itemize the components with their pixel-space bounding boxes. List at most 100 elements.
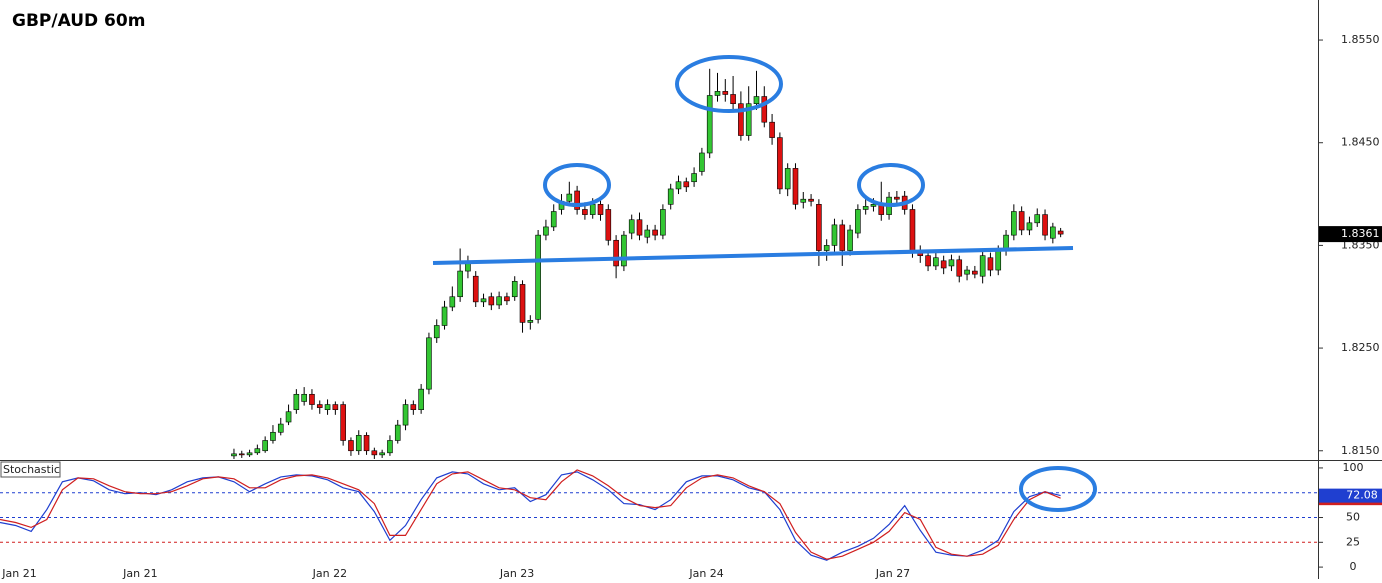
candle-body	[246, 452, 253, 456]
candle-body	[847, 229, 853, 251]
x-tick-label: Jan 21	[122, 567, 157, 579]
candle-body	[1011, 211, 1017, 236]
candle-body	[277, 423, 284, 433]
x-tick-label: Jan 22	[312, 567, 347, 579]
candle-body	[387, 440, 393, 454]
candle-body	[894, 196, 900, 200]
candle-body	[332, 404, 339, 410]
candle-body	[504, 296, 510, 302]
candle-body	[972, 270, 978, 275]
candle-body	[808, 198, 814, 202]
last-value-label: 72.08	[1346, 489, 1378, 502]
candle-body	[449, 296, 456, 308]
y-tick-label: 25	[1346, 535, 1360, 548]
candle-body	[940, 260, 947, 269]
last-price-label: 1.8361	[1341, 227, 1380, 240]
candle-body	[441, 306, 448, 326]
candle-body	[831, 224, 838, 246]
candle-body	[730, 94, 736, 105]
candle-body	[644, 229, 651, 238]
candle-body	[722, 91, 729, 95]
stochastic-circle	[1019, 466, 1097, 512]
candle-body	[956, 259, 963, 277]
x-tick-label: Jan 24	[688, 567, 723, 579]
stochastic-line	[0, 471, 1061, 561]
candle-body	[816, 204, 822, 251]
candle-body	[309, 393, 315, 405]
candle-body	[402, 404, 409, 426]
candle-body	[1050, 226, 1056, 239]
candle-body	[792, 168, 799, 205]
neckline	[432, 246, 1074, 265]
candle-body	[535, 234, 541, 320]
candle-body	[340, 404, 346, 441]
candle-body	[636, 219, 643, 236]
last-value-box	[1319, 488, 1382, 503]
x-tick-label: Jan 27	[875, 567, 910, 579]
stochastic-panel: 100 50 25 0 Jan 21 Jan 21 Jan 22 Jan 23 Jan 24 Ja…	[0, 461, 1382, 580]
candle-body	[605, 209, 612, 241]
candle-body	[933, 257, 939, 267]
candle-body	[574, 190, 580, 210]
candle-body	[1018, 211, 1025, 231]
candle-body	[472, 275, 479, 303]
indicator-label: Stochastic	[3, 463, 60, 476]
candle-body	[753, 96, 760, 105]
candle-body	[870, 204, 877, 207]
indicator-label-box	[0, 461, 61, 478]
candle-body	[519, 284, 526, 323]
candle-body	[597, 204, 604, 215]
candle-body	[488, 296, 495, 306]
candle-body	[231, 453, 237, 457]
candle-body	[254, 448, 261, 454]
candle-body	[613, 239, 619, 267]
candle-body	[371, 450, 378, 456]
candle-body	[675, 181, 682, 190]
candle-body	[839, 224, 846, 251]
candle-body	[457, 270, 463, 298]
candle-body	[784, 168, 791, 190]
y-tick-label: 1.8450	[1341, 136, 1380, 149]
candle-body	[1026, 222, 1033, 231]
candle-body	[348, 440, 354, 452]
candle-body	[589, 204, 596, 215]
candle-body	[979, 255, 986, 277]
candle-body	[777, 137, 783, 190]
candle-body	[691, 173, 697, 183]
candle-body	[582, 209, 588, 215]
y-tick-label: 0	[1350, 560, 1357, 573]
chart-title: GBP/AUD 60m	[12, 11, 145, 31]
candle-body	[1057, 230, 1064, 235]
candle-body	[418, 388, 424, 410]
candle-body	[745, 103, 752, 136]
candle-body	[964, 269, 970, 275]
candle-body	[566, 193, 573, 202]
x-tick-label: Jan 21	[1, 567, 36, 579]
left-shoulder-circle	[543, 163, 611, 207]
annotations	[432, 55, 1097, 512]
candle-body	[652, 229, 658, 236]
y-tick-label: 50	[1346, 511, 1360, 524]
candle-body	[823, 245, 830, 251]
candle-body	[316, 404, 323, 408]
candle-body	[262, 440, 268, 452]
stochastic-line	[0, 469, 1061, 560]
candle-body	[293, 393, 300, 410]
candle-body	[909, 209, 916, 251]
candle-body	[621, 234, 627, 267]
y-tick-label: 100	[1343, 461, 1364, 474]
candle-body	[769, 121, 775, 138]
candle-body	[543, 226, 549, 236]
candle-body	[683, 181, 690, 188]
candle-body	[855, 209, 861, 234]
y-tick-label: 1.8550	[1341, 33, 1380, 46]
candle-body	[379, 452, 385, 456]
candle-body	[363, 435, 370, 452]
candle-body	[987, 257, 994, 271]
candle-body	[301, 393, 307, 402]
candle-body	[1034, 214, 1041, 224]
candle-body	[862, 206, 869, 210]
